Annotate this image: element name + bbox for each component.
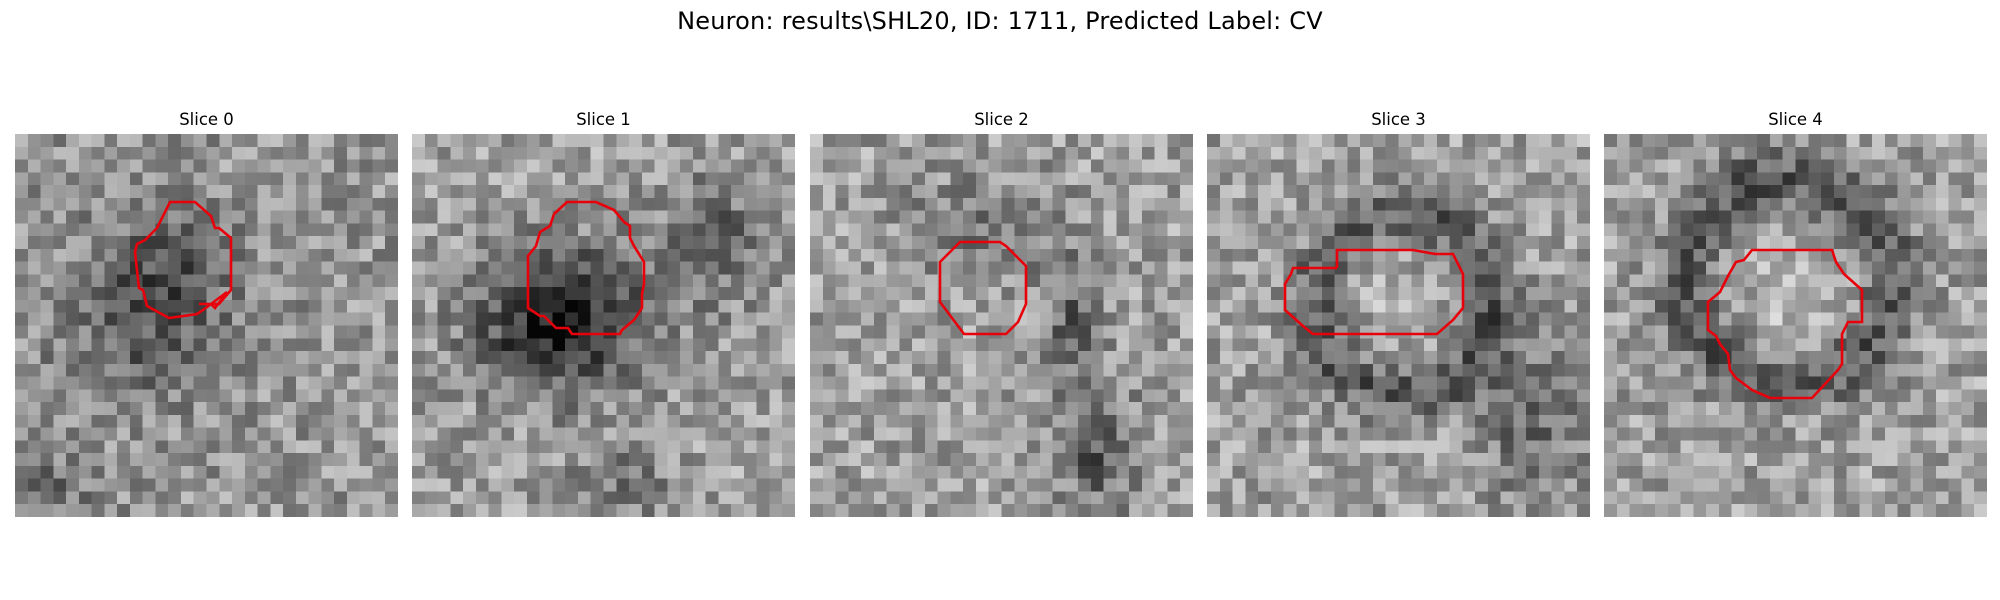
slice-image-1 [412, 134, 795, 517]
slice-title-3: Slice 3 [1371, 110, 1426, 129]
slice-title-4: Slice 4 [1768, 110, 1823, 129]
slice-panel-3: Slice 3 [1207, 108, 1590, 517]
figure-title: Neuron: results\SHL20, ID: 1711, Predict… [677, 7, 1323, 35]
slice-image-4 [1604, 134, 1987, 517]
roi-contour-1 [526, 200, 646, 336]
slice-image-2 [810, 134, 1193, 517]
slice-image-3 [1207, 134, 1590, 517]
roi-contour-2 [938, 240, 1028, 336]
slice-panel-4: Slice 4 [1604, 108, 1987, 517]
roi-contour-0 [133, 200, 233, 320]
slice-title-0: Slice 0 [179, 110, 234, 129]
slice-panel-2: Slice 2 [810, 108, 1193, 517]
roi-contour-4 [1706, 248, 1864, 400]
slice-image-0 [15, 134, 398, 517]
slice-title-1: Slice 1 [576, 110, 631, 129]
roi-contour-3 [1283, 248, 1465, 336]
slice-panel-1: Slice 1 [412, 108, 795, 517]
slice-panel-0: Slice 0 [15, 108, 398, 517]
slice-title-2: Slice 2 [974, 110, 1029, 129]
